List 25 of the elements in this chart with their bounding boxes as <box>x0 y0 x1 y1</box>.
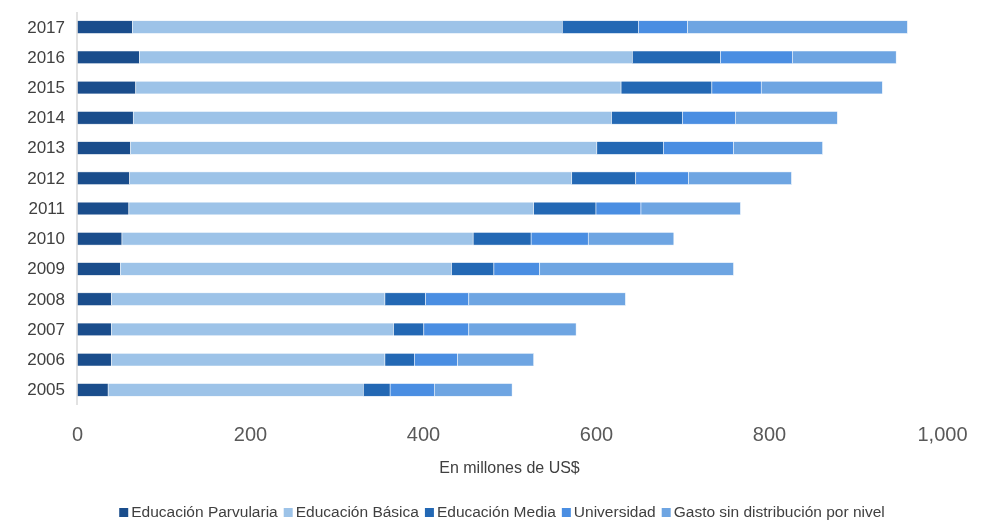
x-tick-label: 600 <box>579 423 614 446</box>
y-tick-label: 2011 <box>28 198 65 218</box>
legend-label: Educación Parvularia <box>131 503 279 520</box>
legend-label: Educación Media <box>436 503 557 520</box>
y-tick-label: 2008 <box>27 289 65 309</box>
y-tick-label: 2016 <box>27 47 65 67</box>
x-tick-label: 0 <box>71 423 84 446</box>
x-tick-label: 800 <box>752 423 787 446</box>
x-axis-title: En millones de US$ <box>439 459 580 476</box>
x-tick-label: 200 <box>233 423 268 446</box>
y-tick-label: 2007 <box>27 319 65 339</box>
y-tick-label: 2009 <box>27 259 65 279</box>
legend-label: Educación Básica <box>295 503 420 520</box>
legend-label: Gasto sin distribución por nivel <box>673 503 885 520</box>
x-tick-label: 1,000 <box>917 423 968 446</box>
legend-label: Universidad <box>573 503 656 520</box>
y-tick-label: 2015 <box>27 78 65 98</box>
x-tick-label: 400 <box>406 423 441 446</box>
y-tick-label: 2006 <box>27 350 65 370</box>
y-tick-label: 2013 <box>27 138 65 158</box>
y-tick-label: 2012 <box>27 168 65 188</box>
y-tick-label: 2017 <box>27 17 65 37</box>
y-tick-label: 2005 <box>27 380 65 400</box>
y-tick-label: 2010 <box>27 229 65 249</box>
y-tick-label: 2014 <box>27 108 65 128</box>
